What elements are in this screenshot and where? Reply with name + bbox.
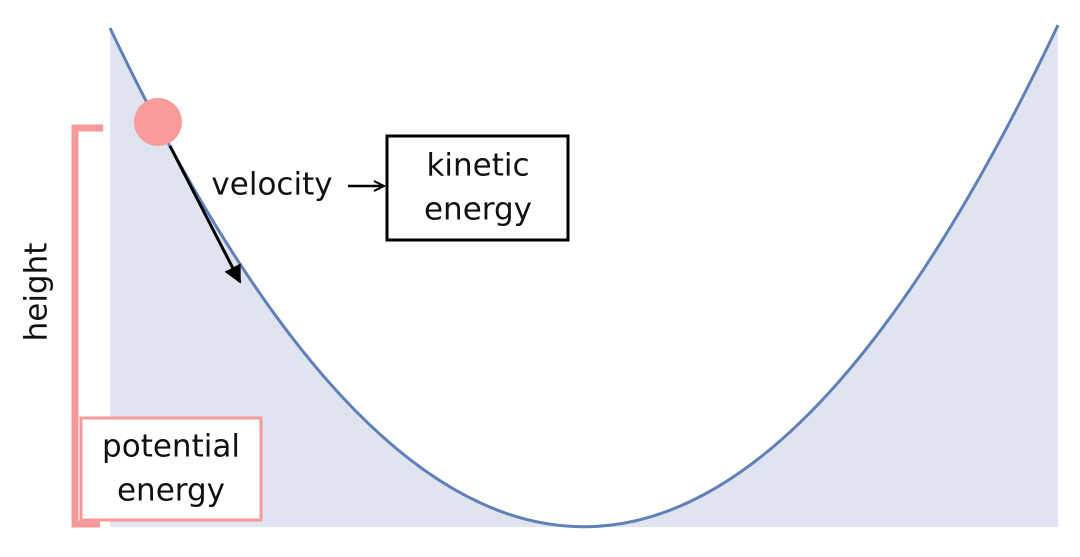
kinetic-box (385, 134, 570, 242)
ball (134, 98, 182, 146)
potential-box (79, 416, 263, 522)
kinetic-label-line: kinetic (426, 148, 529, 184)
kinetic-label-line: energy (424, 192, 532, 228)
height-label: height (19, 243, 55, 342)
velocity-label: velocity (211, 167, 332, 203)
potential-label-line: energy (117, 473, 225, 509)
velocity-arrow (168, 145, 242, 284)
potential-label-line: potential (102, 429, 240, 465)
height-bracket (71, 124, 103, 528)
track-curve (108, 24, 1060, 529)
